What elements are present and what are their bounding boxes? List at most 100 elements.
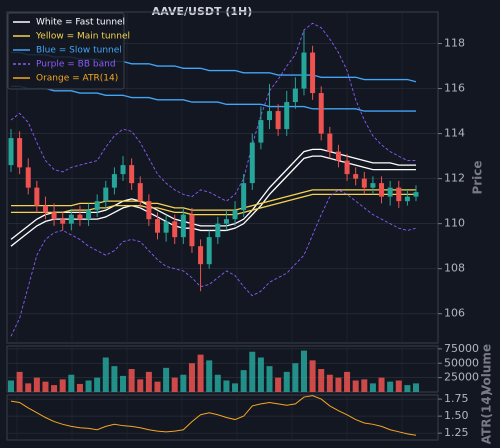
candle-body xyxy=(189,214,195,247)
candle-body xyxy=(60,219,66,224)
volume-bar xyxy=(232,383,239,392)
volume-bar xyxy=(344,371,351,392)
y-tick-label: 106 xyxy=(444,307,465,320)
candle-body xyxy=(370,183,376,188)
line xyxy=(10,148,416,240)
y-tick-label: 50000 xyxy=(444,356,479,369)
volume-bar xyxy=(309,360,316,392)
volume-bar xyxy=(413,383,419,392)
candle-body xyxy=(34,187,40,206)
volume-bar xyxy=(33,377,40,392)
panel xyxy=(6,11,439,344)
volume-bar xyxy=(8,380,14,392)
candle-body xyxy=(77,214,83,220)
y-tick-label: 110 xyxy=(444,217,465,230)
volume-bar xyxy=(223,380,230,392)
volume-bar xyxy=(51,385,58,392)
candle-body xyxy=(172,221,178,238)
candle-body xyxy=(215,223,221,238)
candle-body xyxy=(129,165,135,184)
candle-body xyxy=(206,237,212,265)
candle-body xyxy=(8,138,14,166)
candle-body xyxy=(267,111,273,121)
candle-body xyxy=(310,52,316,94)
volume-bar xyxy=(85,380,92,392)
volume-bar xyxy=(266,366,273,392)
candle-body xyxy=(335,151,341,161)
volume-bar xyxy=(120,375,127,392)
candle-body xyxy=(344,160,350,175)
candle-body xyxy=(51,212,57,220)
legend-box xyxy=(7,12,125,90)
line xyxy=(11,189,416,211)
volume-bar xyxy=(197,354,204,392)
line xyxy=(10,189,417,337)
legend-label: Blue = Slow tunnel xyxy=(36,46,122,56)
y-tick-label: 118 xyxy=(444,37,465,50)
candle-body xyxy=(318,93,324,134)
volume-bar xyxy=(395,380,402,392)
candle-body xyxy=(284,102,290,130)
candle-body xyxy=(180,214,186,238)
volume-bar xyxy=(257,357,264,392)
candle-body xyxy=(327,133,333,152)
candle-body xyxy=(146,201,152,220)
y-tick-label: 25000 xyxy=(444,371,479,384)
volume-bar xyxy=(111,366,118,392)
volume-bar xyxy=(275,377,282,392)
volume-bar xyxy=(102,357,109,392)
volume-bar xyxy=(76,383,83,392)
volume-bar xyxy=(171,377,178,392)
candle-body xyxy=(301,52,307,89)
y-tick-label: 75000 xyxy=(444,342,479,355)
candle-body xyxy=(404,196,410,202)
y-tick-label: 114 xyxy=(444,127,465,140)
candle-body xyxy=(68,214,74,224)
volume-bar xyxy=(128,369,135,392)
legend-label: Purple = BB band xyxy=(36,60,116,70)
candle-body xyxy=(241,183,247,211)
line xyxy=(11,193,416,216)
volume-bar xyxy=(249,351,256,392)
candle-body xyxy=(223,219,229,224)
y-tick-label: 112 xyxy=(444,172,465,185)
volume-bar xyxy=(94,377,101,392)
candle-body xyxy=(137,183,143,202)
candle-body xyxy=(17,138,23,168)
y-tick-label: 1.25 xyxy=(444,426,469,439)
volume-bar xyxy=(188,363,195,392)
candle-body xyxy=(379,183,385,197)
candle-body xyxy=(25,167,31,188)
candle-body xyxy=(232,210,238,220)
candle-body xyxy=(292,88,298,103)
volume-bar xyxy=(16,371,23,392)
volume-bar xyxy=(369,383,376,392)
volume-bar xyxy=(292,363,299,392)
volume-bar xyxy=(240,370,247,392)
volume-bar xyxy=(352,380,359,392)
volume-bar xyxy=(59,379,66,392)
volume-bar xyxy=(154,381,161,392)
y-axis-label: ATR(14) xyxy=(480,391,494,444)
candle-body xyxy=(353,174,359,179)
volume-bar xyxy=(300,350,307,392)
volume-bar xyxy=(318,369,325,392)
y-axis-label: Price xyxy=(471,160,485,194)
y-tick-label: 108 xyxy=(444,262,465,275)
candle-body xyxy=(42,205,48,213)
legend-label: Orange = ATR(14) xyxy=(36,74,118,84)
candle-body xyxy=(249,142,255,184)
y-tick-label: 1.75 xyxy=(444,392,469,405)
candle-body xyxy=(120,165,126,175)
candle-body xyxy=(86,210,92,220)
candle-body xyxy=(413,192,419,197)
legend-label: Yellow = Main tunnel xyxy=(35,32,130,42)
volume-bar xyxy=(378,377,385,392)
candle-body xyxy=(111,174,117,188)
candle-body xyxy=(198,246,204,265)
panel xyxy=(6,345,439,393)
y-tick-label: 116 xyxy=(444,82,465,95)
volume-bar xyxy=(387,381,394,392)
volume-bar xyxy=(283,371,290,392)
